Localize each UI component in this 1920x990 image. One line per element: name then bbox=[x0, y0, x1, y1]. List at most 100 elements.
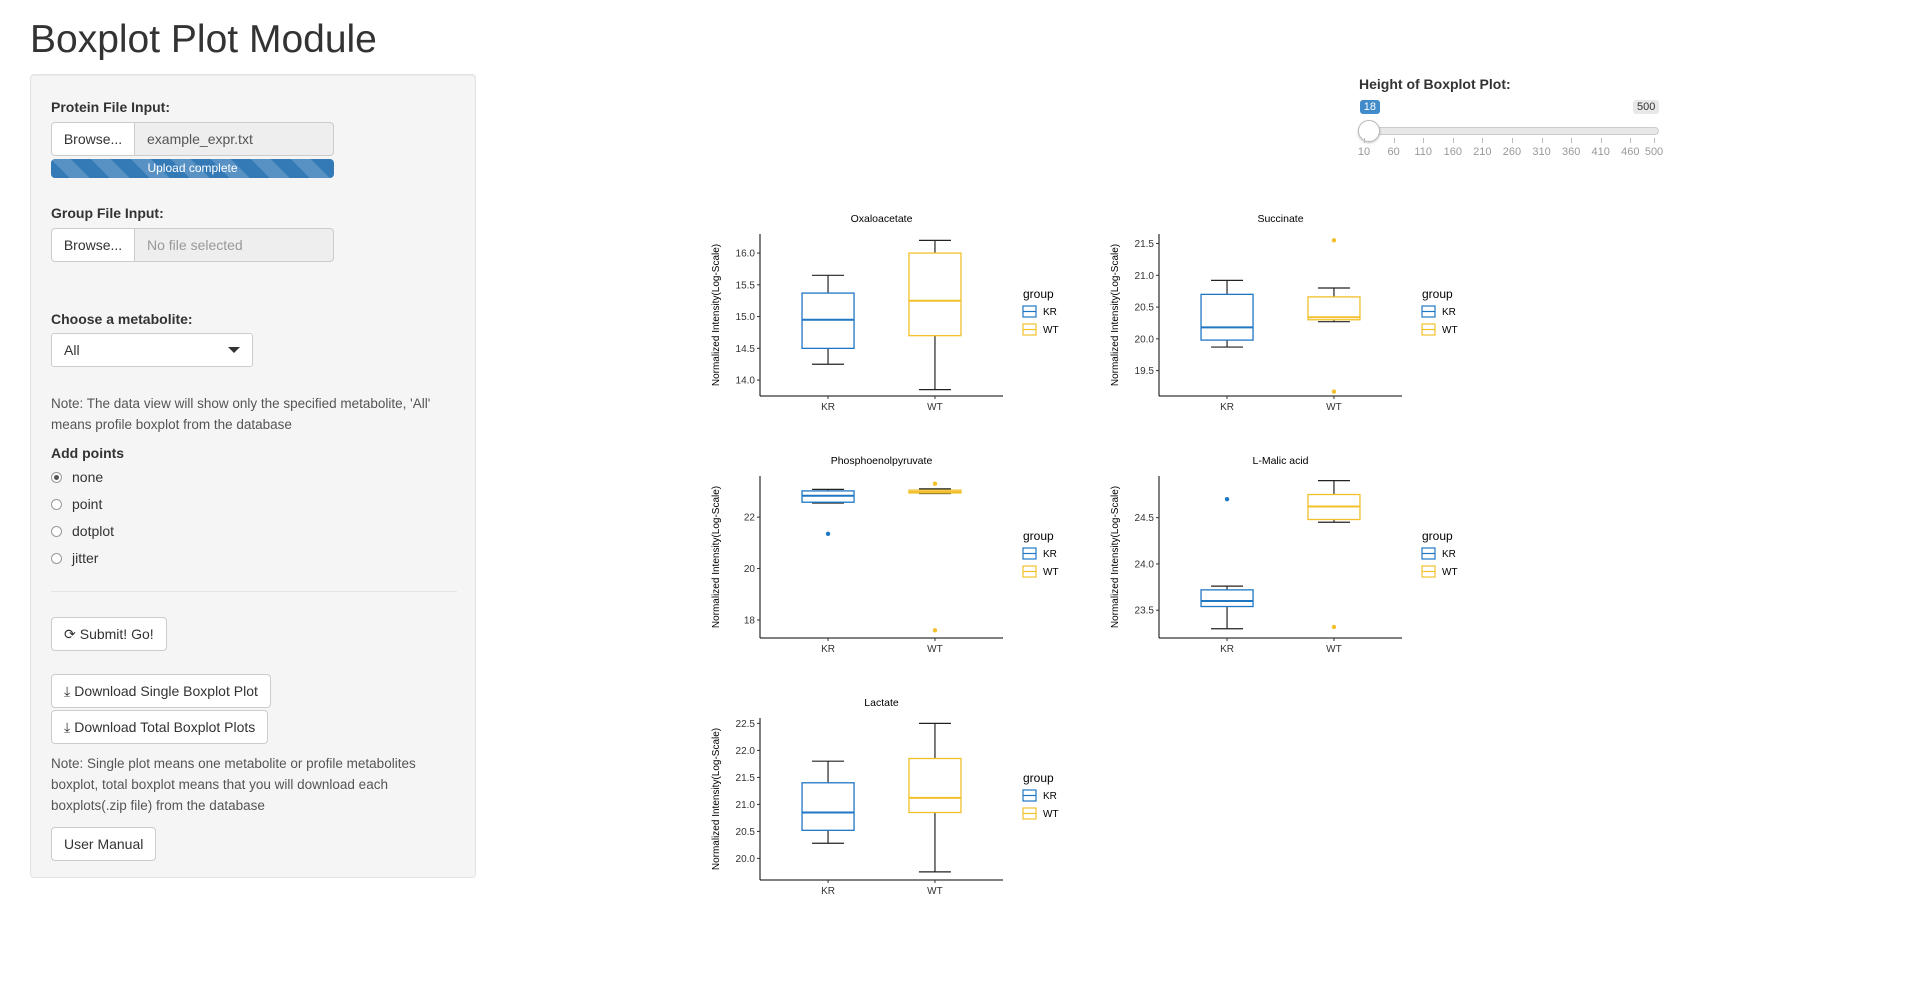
y-tick-label: 20.0 bbox=[736, 854, 756, 865]
protein-file-input: Browse... example_expr.txt bbox=[51, 122, 334, 156]
legend-label: KR bbox=[1442, 549, 1456, 560]
legend-label: WT bbox=[1442, 325, 1458, 336]
download-single-button[interactable]: ⤓ Download Single Boxplot Plot bbox=[51, 674, 271, 708]
chart-title: Oxaloacetate bbox=[851, 213, 913, 225]
radio-button[interactable] bbox=[51, 525, 62, 537]
group-file-name[interactable]: No file selected bbox=[135, 228, 334, 262]
outlier-point bbox=[825, 531, 831, 537]
boxplot-chart: Phosphoenolpyruvate Normalized Intensity(… bbox=[711, 455, 1059, 655]
y-tick-label: 24.5 bbox=[1135, 513, 1155, 524]
download-icon: ⤓ bbox=[64, 682, 71, 699]
box-wt bbox=[908, 757, 962, 814]
x-tick-label: WT bbox=[1326, 644, 1342, 655]
chart-title: Phosphoenolpyruvate bbox=[831, 455, 933, 467]
metabolite-select[interactable]: All bbox=[51, 333, 253, 367]
outlier-point bbox=[1331, 389, 1337, 394]
add-points-label: Add points bbox=[51, 445, 125, 461]
radio-label: none bbox=[72, 469, 104, 485]
y-axis-label: Normalized Intensity(Log-Scale) bbox=[1110, 486, 1121, 628]
user-manual-button[interactable]: User Manual bbox=[51, 827, 157, 861]
group-browse-button[interactable]: Browse... bbox=[51, 228, 135, 262]
outlier-point bbox=[1224, 496, 1230, 502]
legend-label: KR bbox=[1043, 791, 1057, 802]
y-tick-label: 21.0 bbox=[1135, 271, 1155, 282]
group-file-input: Browse... No file selected bbox=[51, 228, 334, 262]
slider-current-value: 18 bbox=[1359, 100, 1380, 114]
legend-label: WT bbox=[1043, 325, 1059, 336]
legend-title: group bbox=[1422, 529, 1453, 543]
radio-button[interactable] bbox=[51, 471, 62, 483]
legend-key bbox=[1421, 323, 1436, 336]
radio-points-none[interactable]: none bbox=[51, 469, 103, 485]
legend-key bbox=[1022, 789, 1037, 802]
x-tick-label: WT bbox=[927, 402, 943, 413]
box-kr bbox=[1200, 293, 1254, 341]
legend-title: group bbox=[1023, 771, 1054, 785]
boxplot-chart: Lactate Normalized Intensity(Log-Scale) 20… bbox=[711, 697, 1059, 897]
download-total-button[interactable]: ⤓ Download Total Boxplot Plots bbox=[51, 710, 269, 744]
x-tick-label: KR bbox=[821, 644, 835, 655]
slider-tick-label: 60 bbox=[1387, 146, 1400, 158]
slider-tick-mark bbox=[1541, 138, 1543, 143]
upload-progress-bar: Upload complete bbox=[51, 159, 334, 178]
y-tick-label: 20.0 bbox=[1135, 334, 1155, 345]
protein-file-name[interactable]: example_expr.txt bbox=[135, 122, 334, 156]
slider-tick-label: 310 bbox=[1532, 146, 1551, 158]
slider-handle[interactable] bbox=[1357, 120, 1380, 142]
radio-button[interactable] bbox=[51, 498, 62, 510]
metabolite-note: Note: The data view will show only the s… bbox=[51, 396, 431, 432]
radio-points-point[interactable]: point bbox=[51, 496, 102, 512]
protein-file-label: Protein File Input: bbox=[51, 99, 170, 115]
slider-tick-label: 160 bbox=[1443, 146, 1462, 158]
y-tick-label: 14.5 bbox=[736, 344, 756, 355]
y-tick-label: 21.5 bbox=[1135, 239, 1155, 250]
legend-key bbox=[1022, 323, 1037, 336]
download-note: Note: Single plot means one metabolite o… bbox=[51, 756, 416, 813]
radio-button[interactable] bbox=[51, 552, 62, 564]
legend-label: WT bbox=[1043, 567, 1059, 578]
submit-button[interactable]: ⟳ Submit! Go! bbox=[51, 617, 167, 651]
legend-key bbox=[1421, 305, 1436, 318]
y-axis-label: Normalized Intensity(Log-Scale) bbox=[711, 244, 722, 386]
metabolite-label: Choose a metabolite: bbox=[51, 311, 193, 327]
legend-label: KR bbox=[1442, 307, 1456, 318]
boxplot-chart: L-Malic acid Normalized Intensity(Log-Sca… bbox=[1110, 455, 1458, 655]
slider-tick-label: 210 bbox=[1473, 146, 1492, 158]
box-wt bbox=[1307, 493, 1361, 521]
radio-points-jitter[interactable]: jitter bbox=[51, 550, 98, 566]
x-tick-label: WT bbox=[927, 886, 943, 897]
y-tick-label: 18 bbox=[744, 616, 756, 627]
radio-points-dotplot[interactable]: dotplot bbox=[51, 523, 114, 539]
protein-browse-button[interactable]: Browse... bbox=[51, 122, 135, 156]
legend-title: group bbox=[1023, 529, 1054, 543]
legend-label: KR bbox=[1043, 307, 1057, 318]
legend-title: group bbox=[1422, 287, 1453, 301]
legend-label: WT bbox=[1043, 809, 1059, 820]
slider-tick-label: 410 bbox=[1591, 146, 1610, 158]
group-file-label: Group File Input: bbox=[51, 205, 164, 221]
x-tick-label: WT bbox=[927, 644, 943, 655]
y-tick-label: 19.5 bbox=[1135, 366, 1155, 377]
chart-title: Lactate bbox=[864, 697, 899, 709]
y-tick-label: 16.0 bbox=[736, 249, 756, 260]
y-tick-label: 23.5 bbox=[1135, 606, 1155, 617]
radio-label: dotplot bbox=[72, 523, 115, 539]
slider-tick-mark bbox=[1600, 138, 1602, 143]
box-wt bbox=[908, 252, 962, 337]
slider-max-value: 500 bbox=[1633, 100, 1660, 114]
y-axis-label: Normalized Intensity(Log-Scale) bbox=[1110, 244, 1121, 386]
legend-label: WT bbox=[1442, 567, 1458, 578]
slider-tick-mark bbox=[1423, 138, 1425, 143]
slider-tick-mark bbox=[1482, 138, 1484, 143]
boxplot-chart: Oxaloacetate Normalized Intensity(Log-Sca… bbox=[711, 213, 1059, 413]
y-tick-label: 22.5 bbox=[736, 719, 756, 730]
slider-track[interactable] bbox=[1359, 127, 1659, 135]
outlier-point bbox=[932, 481, 938, 486]
refresh-icon: ⟳ bbox=[64, 625, 76, 642]
slider-tick-label: 360 bbox=[1561, 146, 1581, 158]
y-tick-label: 24.0 bbox=[1135, 559, 1155, 570]
slider-tick-mark bbox=[1630, 138, 1632, 143]
legend-key bbox=[1421, 547, 1436, 560]
legend-key bbox=[1022, 565, 1037, 578]
legend-title: group bbox=[1023, 287, 1054, 301]
